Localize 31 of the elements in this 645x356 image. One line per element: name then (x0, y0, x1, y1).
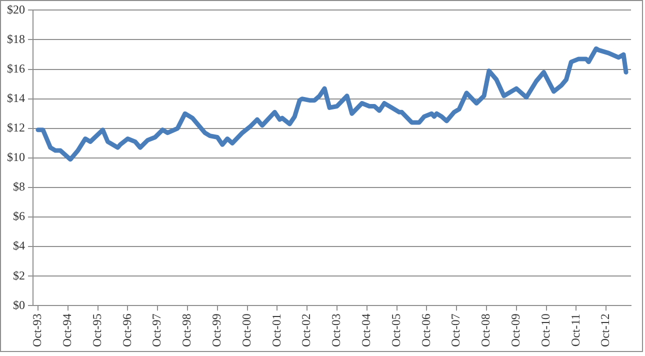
y-tick-label: $18 (7, 32, 25, 46)
x-tick-label: Oct-01 (269, 314, 284, 348)
x-tick-label: Oct-98 (180, 314, 194, 348)
x-tick-label: Oct-94 (60, 314, 74, 348)
x-tick-label: Oct-10 (538, 314, 552, 348)
y-tick-label: $8 (13, 180, 25, 194)
x-tick-label: Oct-04 (359, 314, 374, 348)
y-tick-label: $6 (13, 209, 25, 224)
y-tick-label: $4 (13, 238, 25, 253)
x-tick-label: Oct-97 (150, 314, 164, 348)
x-tick-label: Oct-07 (448, 314, 463, 348)
x-tick-label: Oct-09 (508, 314, 523, 348)
x-tick-label: Oct-93 (30, 314, 44, 348)
x-tick-label: Oct-12 (598, 314, 612, 348)
y-tick-label: $16 (7, 61, 25, 76)
x-tick-label: Oct-05 (388, 314, 403, 348)
x-tick-label: Oct-02 (299, 314, 314, 348)
x-tick-label: Oct-11 (568, 314, 582, 347)
y-tick-label: $0 (13, 298, 25, 312)
y-tick-label: $10 (7, 150, 25, 164)
y-tick-label: $20 (7, 2, 25, 16)
y-tick-label: $12 (7, 120, 25, 135)
x-tick-label: Oct-96 (120, 314, 134, 348)
x-tick-label: Oct-00 (239, 314, 254, 348)
x-tick-label: Oct-03 (329, 314, 344, 348)
y-tick-label: $14 (7, 91, 25, 105)
x-tick-label: Oct-08 (478, 314, 493, 348)
y-tick-label: $2 (13, 268, 25, 282)
x-tick-label: Oct-99 (210, 314, 224, 348)
x-tick-label: Oct-95 (90, 314, 104, 348)
x-tick-label: Oct-06 (418, 314, 433, 348)
